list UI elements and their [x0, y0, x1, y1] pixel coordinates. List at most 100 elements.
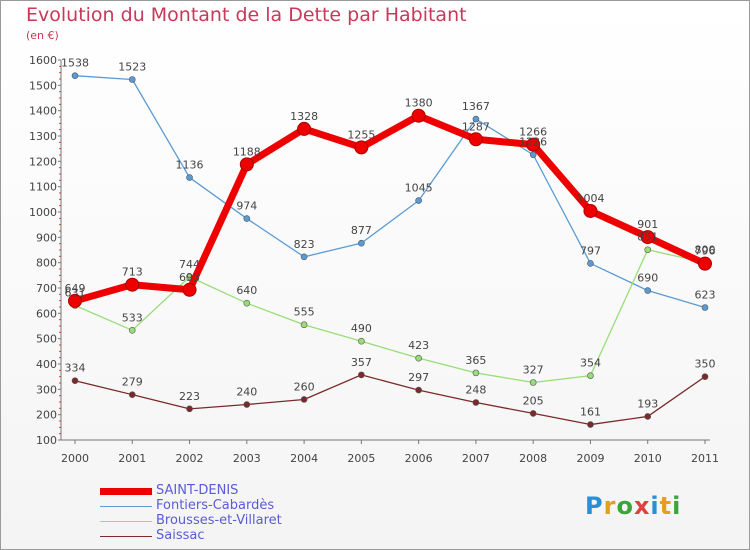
- y-tick-label: 300: [36, 383, 57, 396]
- data-label: 490: [351, 322, 372, 335]
- data-point: [472, 369, 480, 377]
- data-point: [297, 121, 312, 136]
- data-point: [644, 246, 652, 254]
- y-tick-label: 600: [36, 307, 57, 320]
- data-label: 334: [65, 362, 86, 375]
- y-tick-label: 1100: [29, 181, 57, 194]
- series-line-2: [74, 249, 706, 384]
- proxiti-logo: Proxiti: [585, 492, 682, 520]
- data-point: [239, 157, 254, 172]
- data-point: [472, 399, 480, 406]
- data-point: [358, 239, 365, 247]
- axes: 100 200 300 400 500 600 700 800 900 1000 1100 1200 1…: [29, 54, 719, 465]
- legend-label: Fontiers-Cabardès: [156, 498, 275, 513]
- data-point: [411, 108, 426, 123]
- y-tick-label: 1300: [29, 130, 57, 143]
- data-label: 640: [236, 284, 257, 297]
- data-label: 1255: [347, 128, 375, 141]
- data-point: [358, 371, 365, 379]
- data-point: [128, 391, 136, 398]
- data-label: 248: [465, 384, 486, 397]
- data-point: [243, 215, 251, 222]
- data-label: 193: [637, 397, 658, 410]
- series-layer: [68, 72, 712, 428]
- data-point: [698, 256, 712, 271]
- legend-swatch: [100, 488, 152, 495]
- data-point: [128, 327, 136, 334]
- legend-label: Saissac: [156, 528, 205, 543]
- legend-item: SAINT-DENIS: [100, 483, 360, 499]
- data-point: [701, 373, 709, 380]
- data-point: [583, 203, 598, 218]
- data-label: 1538: [61, 57, 89, 70]
- y-tick-label: 100: [36, 434, 57, 447]
- data-label: 796: [695, 245, 716, 258]
- data-point: [644, 287, 652, 294]
- data-point: [358, 337, 365, 345]
- data-point: [243, 299, 251, 307]
- data-label: 365: [465, 354, 486, 367]
- data-point: [415, 354, 422, 362]
- data-label: 823: [294, 238, 315, 251]
- y-tick-label: 700: [36, 282, 57, 295]
- data-point: [415, 386, 422, 394]
- data-label: 555: [294, 306, 315, 319]
- data-label: 693: [179, 271, 200, 284]
- data-label: 161: [580, 406, 601, 419]
- x-tick-label: 2006: [405, 452, 433, 465]
- legend: SAINT-DENIS Fontiers-Cabardès Brousses-et-…: [100, 483, 360, 544]
- data-point: [186, 405, 193, 413]
- data-point: [468, 132, 483, 147]
- data-label: 744: [179, 258, 200, 271]
- data-label: 797: [580, 244, 601, 257]
- data-label: 260: [294, 380, 315, 393]
- series-line-0: [74, 112, 707, 305]
- x-tick-label: 2005: [347, 452, 375, 465]
- data-label: 1266: [519, 126, 547, 139]
- data-label: 713: [122, 266, 143, 279]
- chart-subtitle: (en €): [26, 29, 59, 42]
- data-label: 877: [351, 224, 372, 237]
- data-label: 297: [408, 371, 429, 384]
- data-label: 1045: [405, 182, 433, 195]
- y-tick-label: 200: [36, 409, 57, 422]
- x-tick-label: 2001: [118, 452, 146, 465]
- data-point: [529, 410, 537, 417]
- data-label: 240: [236, 386, 257, 399]
- legend-swatch: [100, 536, 152, 537]
- data-label: 901: [637, 218, 658, 231]
- data-label: 423: [408, 339, 429, 352]
- x-tick-label: 2004: [290, 452, 318, 465]
- data-label: 800: [695, 244, 716, 257]
- data-label: 649: [65, 282, 86, 295]
- legend-swatch: [100, 506, 152, 507]
- data-label: 1328: [290, 110, 318, 123]
- data-label: 1136: [176, 159, 204, 172]
- data-label: 357: [351, 356, 372, 369]
- data-label: 623: [695, 289, 716, 302]
- y-tick-label: 500: [36, 333, 57, 346]
- data-point: [644, 413, 652, 420]
- data-label: 327: [523, 363, 544, 376]
- data-point: [300, 396, 308, 403]
- data-point: [472, 115, 480, 123]
- data-label: 279: [122, 376, 143, 389]
- data-label: 1367: [462, 100, 490, 113]
- data-label: 851: [637, 231, 658, 244]
- data-label: 1188: [233, 145, 261, 158]
- data-point: [529, 151, 537, 159]
- data-label: 1287: [462, 120, 490, 133]
- data-labels: 649 713 693 1188 1328 1255 1380 1287 1266 1004 901…: [61, 57, 716, 419]
- y-tick-label: 1000: [29, 206, 57, 219]
- data-point: [587, 421, 594, 428]
- data-point: [526, 137, 541, 152]
- data-point: [68, 293, 82, 308]
- data-point: [354, 140, 369, 155]
- x-tick-label: 2002: [176, 452, 204, 465]
- data-point: [300, 321, 308, 329]
- legend-item: Brousses-et-Villaret: [100, 513, 360, 529]
- data-label: 1226: [519, 136, 547, 149]
- x-tick-label: 2003: [233, 452, 261, 465]
